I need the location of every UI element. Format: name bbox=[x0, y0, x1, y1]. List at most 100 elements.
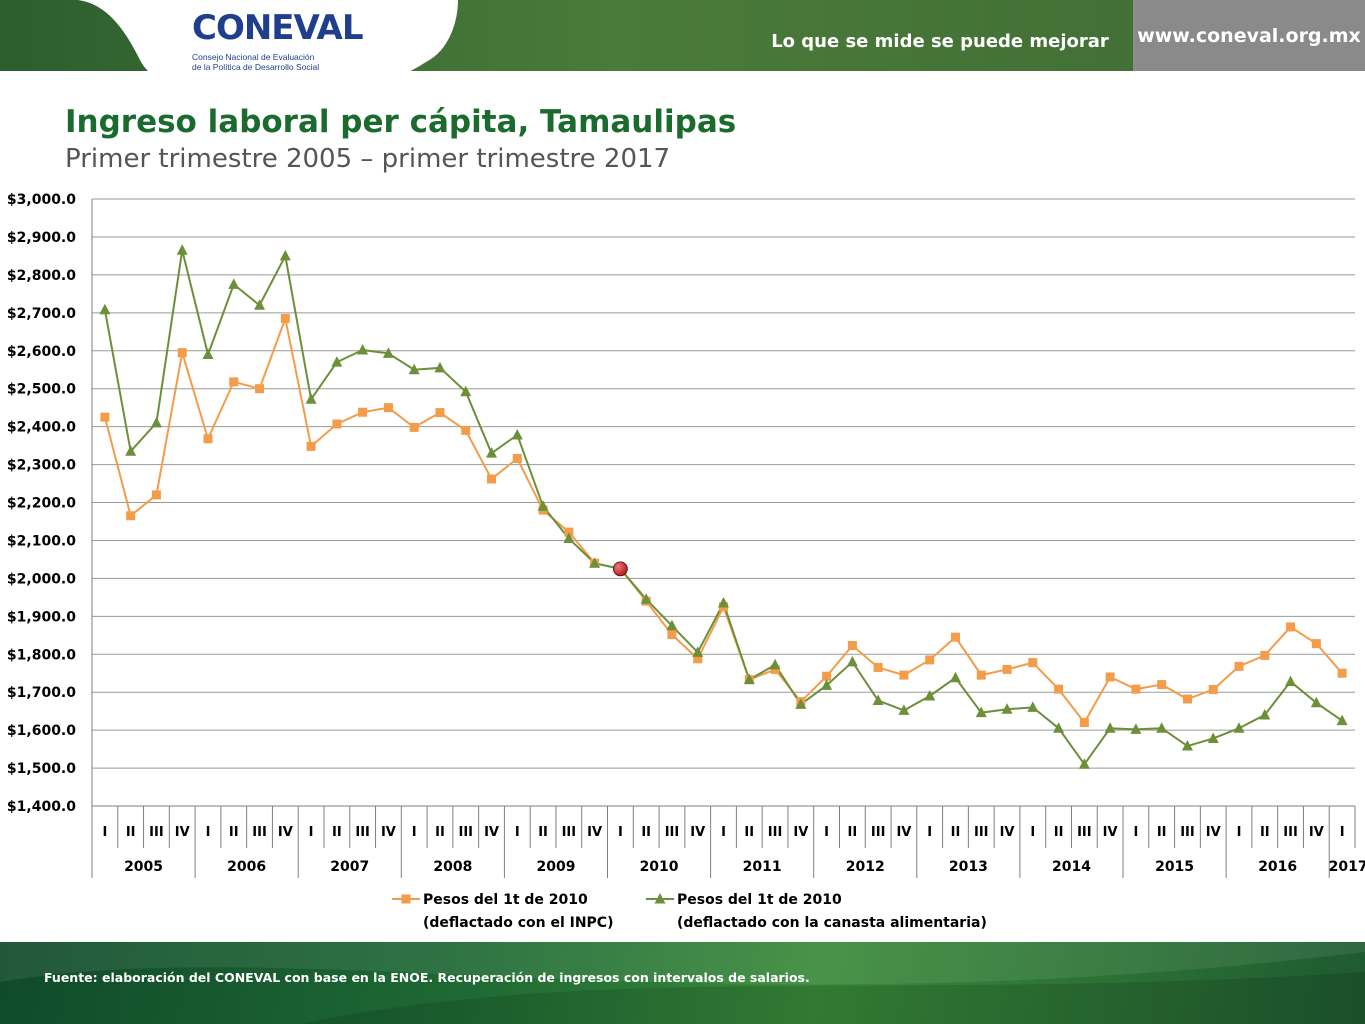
quarter-label: I bbox=[1340, 825, 1345, 840]
series-lines bbox=[103, 249, 1343, 766]
logo-subtitle: Consejo Nacional de Evaluación de la Pol… bbox=[192, 52, 320, 72]
series-canasta-point bbox=[202, 348, 214, 360]
series-canasta-point bbox=[1156, 722, 1168, 733]
quarter-label: III bbox=[562, 825, 577, 840]
quarter-label: IV bbox=[1000, 825, 1015, 840]
gridlines bbox=[92, 198, 1355, 807]
series-canasta-point bbox=[821, 679, 833, 690]
series-inpc-point bbox=[306, 441, 316, 451]
series-inpc-point bbox=[899, 670, 909, 680]
series-inpc-point bbox=[1079, 718, 1089, 728]
year-label: 2010 bbox=[640, 859, 679, 875]
quarter-label: I bbox=[206, 825, 211, 840]
y-tick-label: $2,100.0 bbox=[7, 533, 76, 549]
series-inpc-point bbox=[332, 419, 342, 429]
year-label: 2015 bbox=[1155, 859, 1194, 875]
legend-label-detail: (deflactado con el INPC) bbox=[423, 915, 613, 931]
series-inpc-point bbox=[1054, 684, 1064, 694]
series-canasta-point bbox=[279, 249, 291, 261]
series-canasta-point bbox=[382, 347, 394, 358]
logo-tab bbox=[78, 0, 458, 84]
quarter-label: I bbox=[102, 825, 107, 840]
series-canasta-point bbox=[924, 689, 936, 701]
y-tick-label: $2,900.0 bbox=[7, 230, 76, 246]
quarter-label: III bbox=[768, 825, 783, 840]
quarter-label: IV bbox=[896, 825, 911, 840]
y-tick-label: $3,000.0 bbox=[7, 192, 76, 208]
quarter-label: IV bbox=[278, 825, 293, 840]
series-inpc-point bbox=[177, 348, 187, 358]
logo-text[interactable]: CONEVAL bbox=[192, 8, 364, 48]
quarter-label: IV bbox=[690, 825, 705, 840]
series-canasta-point bbox=[99, 303, 111, 315]
series-canasta-point bbox=[666, 619, 678, 631]
series-inpc-point bbox=[693, 654, 703, 664]
y-tick-label: $1,700.0 bbox=[7, 685, 76, 701]
series-canasta-point bbox=[1053, 722, 1065, 733]
series-inpc-point bbox=[1105, 672, 1115, 682]
series-inpc-point bbox=[873, 663, 883, 673]
series-inpc-point bbox=[976, 670, 986, 680]
series-canasta-point bbox=[1078, 758, 1090, 769]
quarter-label: II bbox=[951, 825, 961, 840]
y-tick-label: $1,400.0 bbox=[7, 799, 76, 815]
website-url[interactable]: www.coneval.org.mx bbox=[1133, 0, 1365, 71]
series-inpc-point bbox=[667, 630, 677, 640]
series-inpc-point bbox=[409, 422, 419, 432]
quarter-label: II bbox=[1260, 825, 1270, 840]
series-canasta-point bbox=[486, 447, 498, 458]
quarter-label: II bbox=[126, 825, 136, 840]
year-label: 2016 bbox=[1258, 859, 1297, 875]
y-tick-label: $2,700.0 bbox=[7, 306, 76, 322]
tagline: Lo que se mide se puede mejorar bbox=[771, 31, 1109, 52]
quarter-label: IV bbox=[1206, 825, 1221, 840]
quarter-label: III bbox=[974, 825, 989, 840]
year-label: 2008 bbox=[433, 859, 472, 875]
series-inpc-point bbox=[358, 407, 368, 417]
y-tick-label: $2,800.0 bbox=[7, 268, 76, 284]
series-inpc-point bbox=[564, 527, 574, 537]
quarter-label: II bbox=[332, 825, 342, 840]
y-tick-label: $1,600.0 bbox=[7, 723, 76, 739]
series-inpc-point bbox=[461, 425, 471, 435]
base-period-point bbox=[612, 561, 628, 577]
series-canasta-point bbox=[718, 597, 729, 608]
y-tick-label: $1,500.0 bbox=[7, 761, 76, 777]
quarter-label: I bbox=[515, 825, 520, 840]
series-inpc-point bbox=[1208, 685, 1218, 695]
series-canasta-point bbox=[692, 646, 704, 657]
series-canasta-point bbox=[949, 671, 961, 683]
series-inpc-point bbox=[487, 474, 497, 484]
series-canasta-point bbox=[125, 445, 137, 456]
series-canasta-point bbox=[1181, 740, 1193, 751]
year-label: 2017 bbox=[1329, 859, 1365, 875]
y-tick-label: $2,000.0 bbox=[7, 571, 76, 587]
quarter-label: I bbox=[618, 825, 623, 840]
series-inpc-point bbox=[1028, 658, 1038, 668]
x-axis: I II III IV I II III IV I II III IV I II III IV I II III IV… bbox=[91, 805, 1365, 878]
series-canasta-point bbox=[254, 299, 266, 310]
series-canasta-point bbox=[460, 385, 472, 397]
y-axis-ticks: $1,400.0 $1,500.0 $1,600.0 $1,700.0 $1,800.0… bbox=[7, 192, 93, 815]
quarter-label: IV bbox=[484, 825, 499, 840]
quarter-label: II bbox=[538, 825, 548, 840]
quarter-label: I bbox=[1133, 825, 1138, 840]
series-inpc-point bbox=[950, 632, 960, 642]
series-canasta-point bbox=[795, 698, 807, 709]
quarter-label: IV bbox=[793, 825, 808, 840]
legend: Pesos del 1t de 2010 (deflactado con el I… bbox=[392, 892, 987, 931]
series-inpc-point bbox=[229, 377, 239, 387]
quarter-label: IV bbox=[1309, 825, 1324, 840]
series-inpc-point bbox=[1286, 622, 1296, 632]
series-canasta-point bbox=[846, 655, 858, 667]
quarter-label: IV bbox=[1103, 825, 1118, 840]
series-inpc-point bbox=[1157, 680, 1167, 690]
quarter-label: III bbox=[1180, 825, 1195, 840]
quarter-label: I bbox=[824, 825, 829, 840]
series-canasta-point bbox=[563, 532, 575, 544]
series-inpc-point bbox=[203, 434, 213, 444]
series-canasta-point bbox=[408, 363, 420, 375]
quarter-label: I bbox=[309, 825, 314, 840]
series-inpc-point bbox=[151, 490, 161, 500]
series-canasta-point bbox=[176, 244, 188, 255]
